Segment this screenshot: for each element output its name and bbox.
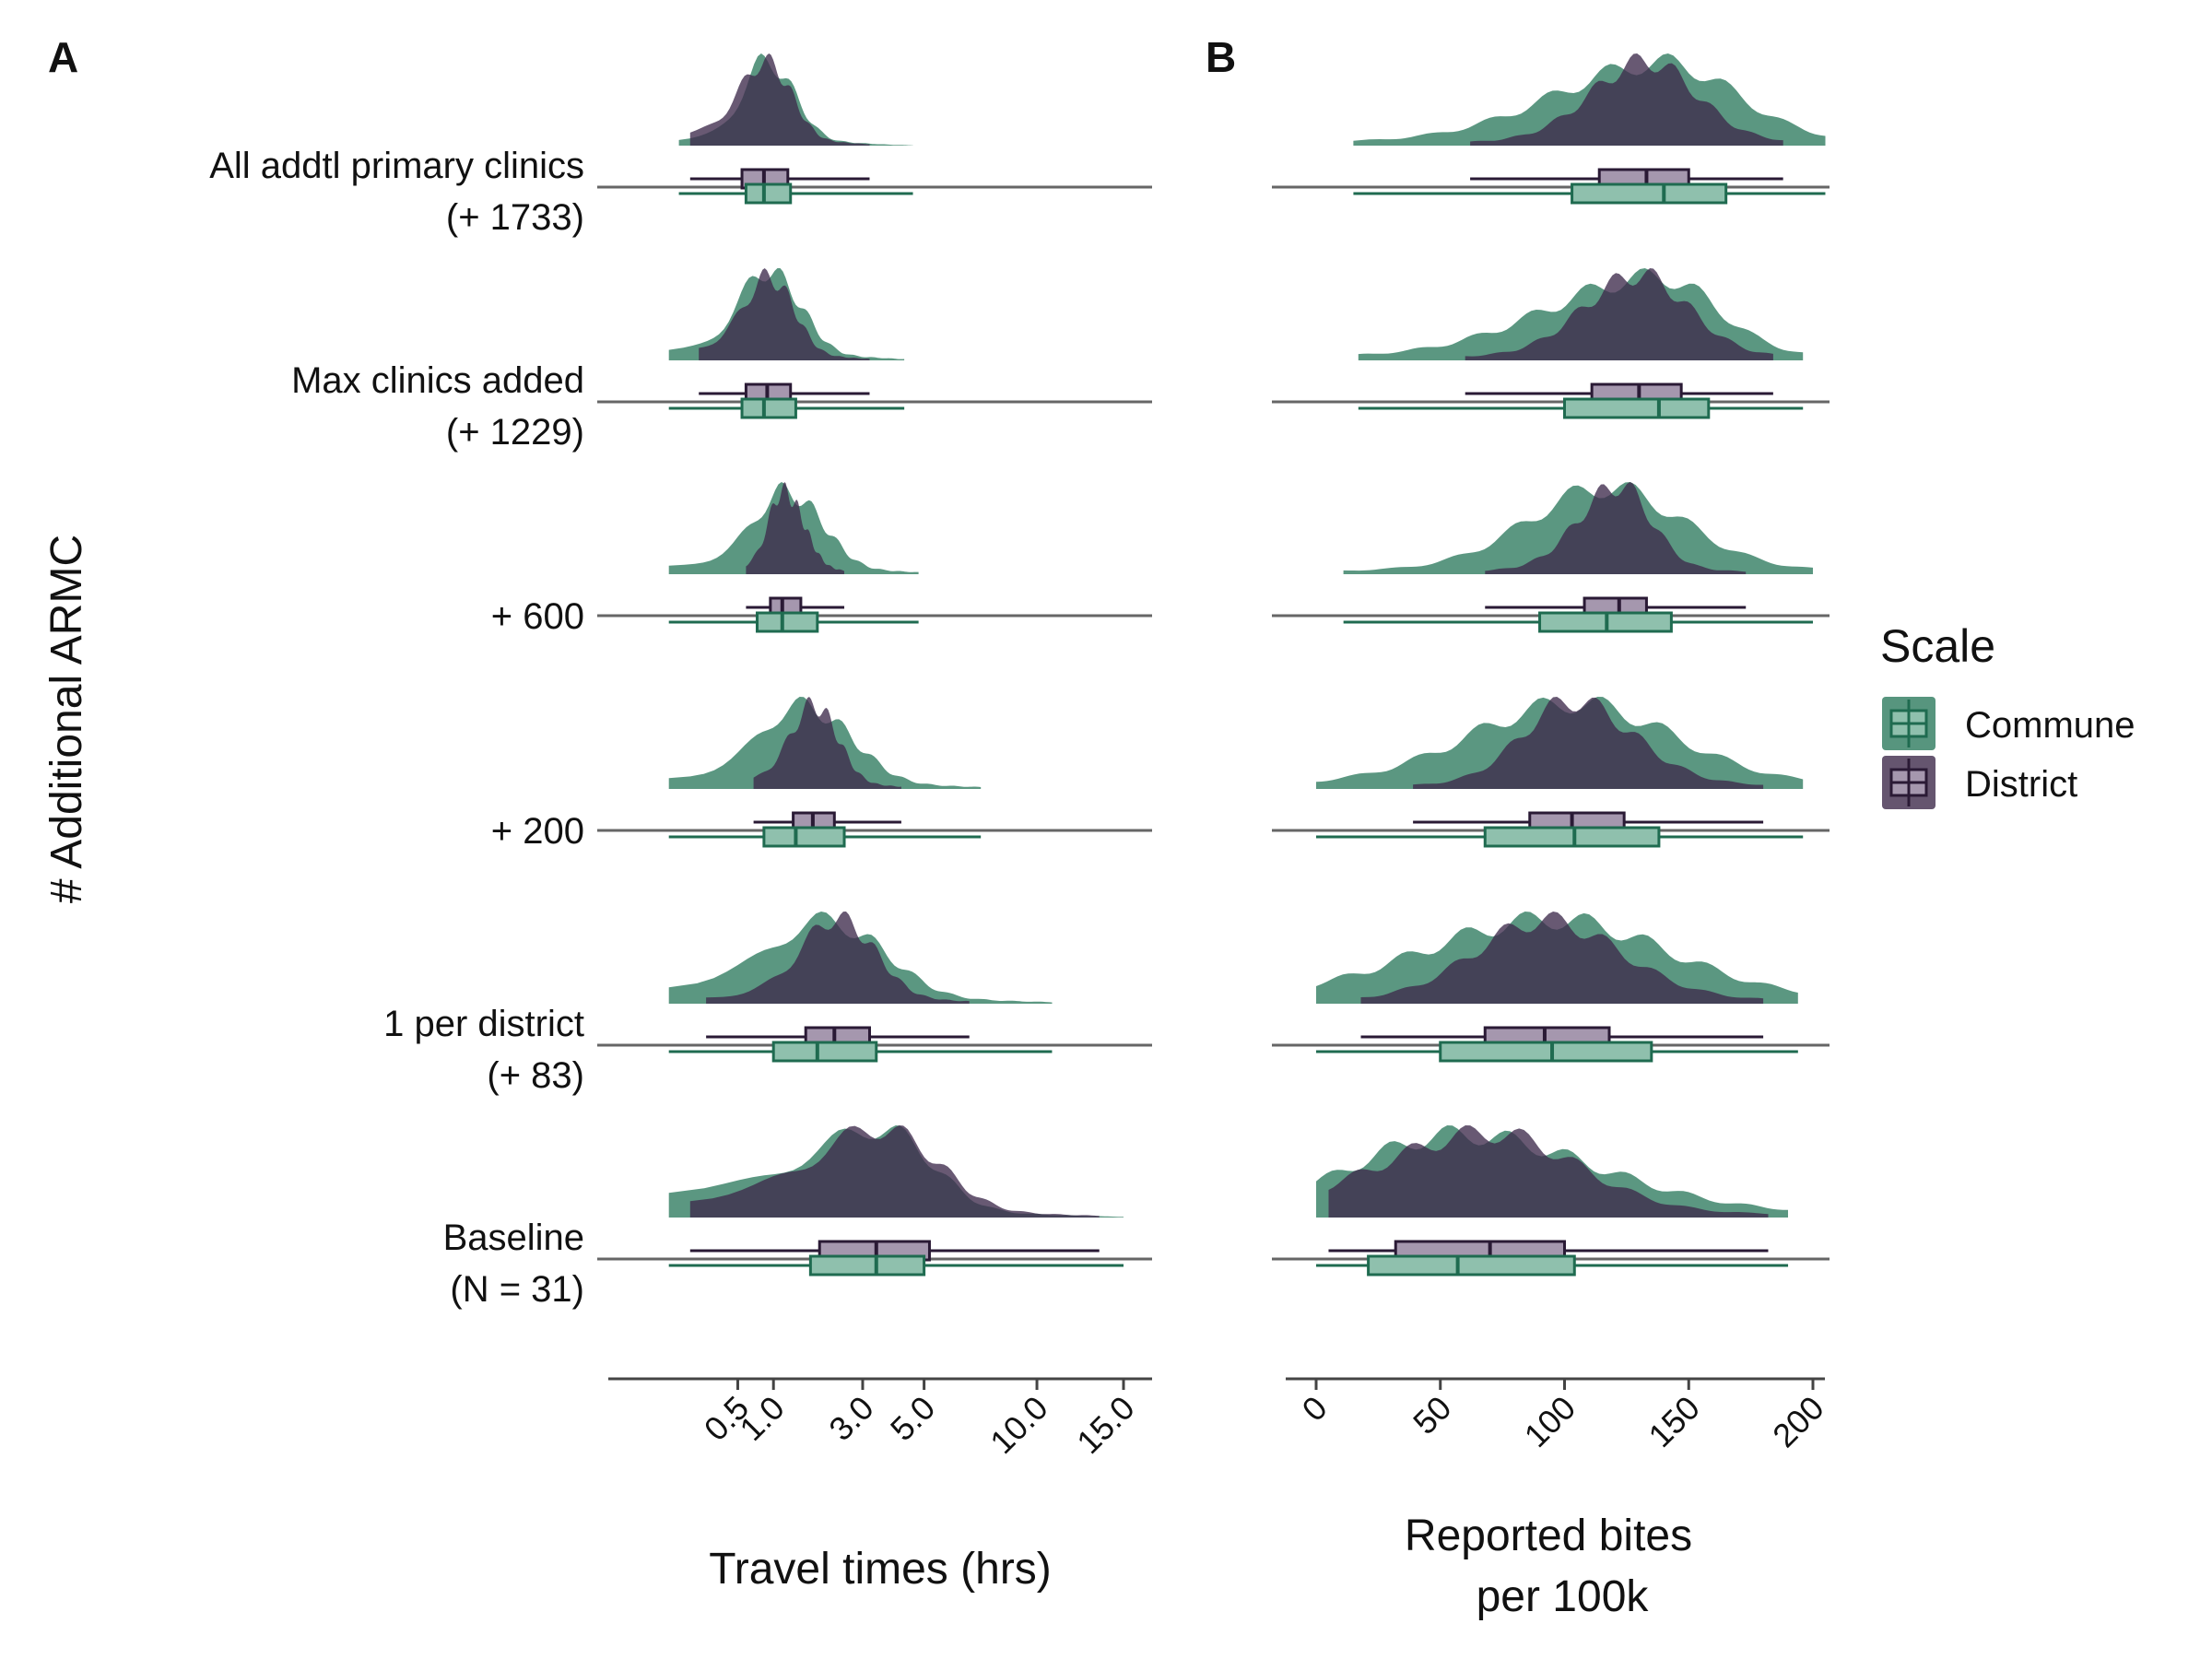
panel-b-box-commune [1483, 826, 1661, 848]
panel-a-density-district [689, 1125, 1100, 1218]
panel-a-tick-label: 3.0 [821, 1389, 880, 1448]
y-axis-title: # Additional ARMC [42, 535, 91, 903]
row-label-sub: (+ 1229) [446, 412, 584, 453]
panel-b-tag: B [1206, 33, 1236, 81]
panel-b-tick-label: 0 [1295, 1389, 1335, 1429]
panel-a-tick-label: 5.0 [883, 1389, 942, 1448]
panel-b-tick-label: 200 [1765, 1389, 1830, 1454]
row-labels: All addtl primary clinics (+ 1733) Max cli… [209, 146, 584, 1310]
row-label: Baseline [443, 1218, 584, 1258]
panel-a-tick-label: 10.0 [982, 1389, 1055, 1462]
panel-b-density-district [1485, 482, 1747, 574]
legend-key-district [1882, 756, 1936, 809]
panel-b-box-commune [1571, 182, 1728, 205]
row-label: All addtl primary clinics [209, 146, 584, 186]
row-label-sub: (N = 31) [450, 1269, 584, 1310]
panel-a-box-commune [762, 826, 846, 848]
legend-label-commune: Commune [1965, 705, 2136, 746]
panel-a-density-district [746, 482, 844, 574]
panel-b-box-commune [1563, 397, 1711, 419]
panel-a-density-district [689, 53, 870, 146]
legend-label-district: District [1965, 764, 2077, 805]
panel-a-box-commune [771, 1041, 878, 1063]
panel-b-x-axis-title-line-2: per 100k [1477, 1572, 1650, 1621]
panel-b-tick-label: 150 [1641, 1389, 1706, 1454]
legend: Scale Commune District [1880, 620, 2136, 809]
panel-b-tick-label: 100 [1517, 1389, 1583, 1454]
panel-a-box-commune [808, 1254, 926, 1277]
row-label-sub: (+ 83) [487, 1055, 584, 1096]
panel-a-x-axis-title: Travel times (hrs) [709, 1545, 1052, 1594]
panel-b-plot [1272, 53, 1830, 1277]
panel-a-density-district [699, 268, 870, 360]
panel-b-density-district [1360, 912, 1764, 1004]
panel-b-density-district [1328, 1125, 1769, 1218]
panel-a-tag: A [48, 33, 78, 81]
panel-b-x-axis-title-line-1: Reported bites [1405, 1512, 1692, 1560]
panel-a-box-commune [755, 611, 819, 633]
panel-a-box-commune [740, 397, 797, 419]
row-label: Max clinics added [291, 360, 584, 401]
panel-b-box-commune [1367, 1254, 1576, 1277]
legend-title: Scale [1880, 620, 1995, 672]
panel-a-density-district [753, 697, 901, 789]
panel-b-density-district [1465, 268, 1773, 360]
panel-a-box-commune [744, 182, 793, 205]
panel-a-plot [597, 53, 1152, 1277]
legend-key-commune [1882, 697, 1936, 750]
panel-b-box-commune [1439, 1041, 1653, 1063]
row-label: 1 per district [383, 1004, 584, 1044]
panel-b-density-district [1413, 697, 1764, 789]
panel-b-density-district [1470, 53, 1783, 146]
panel-b-x-ticks: 0 50 100 150 200 [1295, 1379, 1831, 1454]
panel-b-tick-label: 50 [1406, 1389, 1458, 1441]
row-label-sub: (+ 1733) [446, 197, 584, 238]
row-label: + 600 [491, 596, 584, 637]
row-label: + 200 [491, 811, 584, 852]
panel-a-tick-label: 1.0 [732, 1389, 791, 1448]
panel-a-tick-label: 15.0 [1069, 1389, 1142, 1462]
panel-a-density-district [706, 912, 970, 1004]
panel-a-x-ticks: 0.51.0 3.0 5.0 10.0 15.0 [697, 1379, 1142, 1461]
